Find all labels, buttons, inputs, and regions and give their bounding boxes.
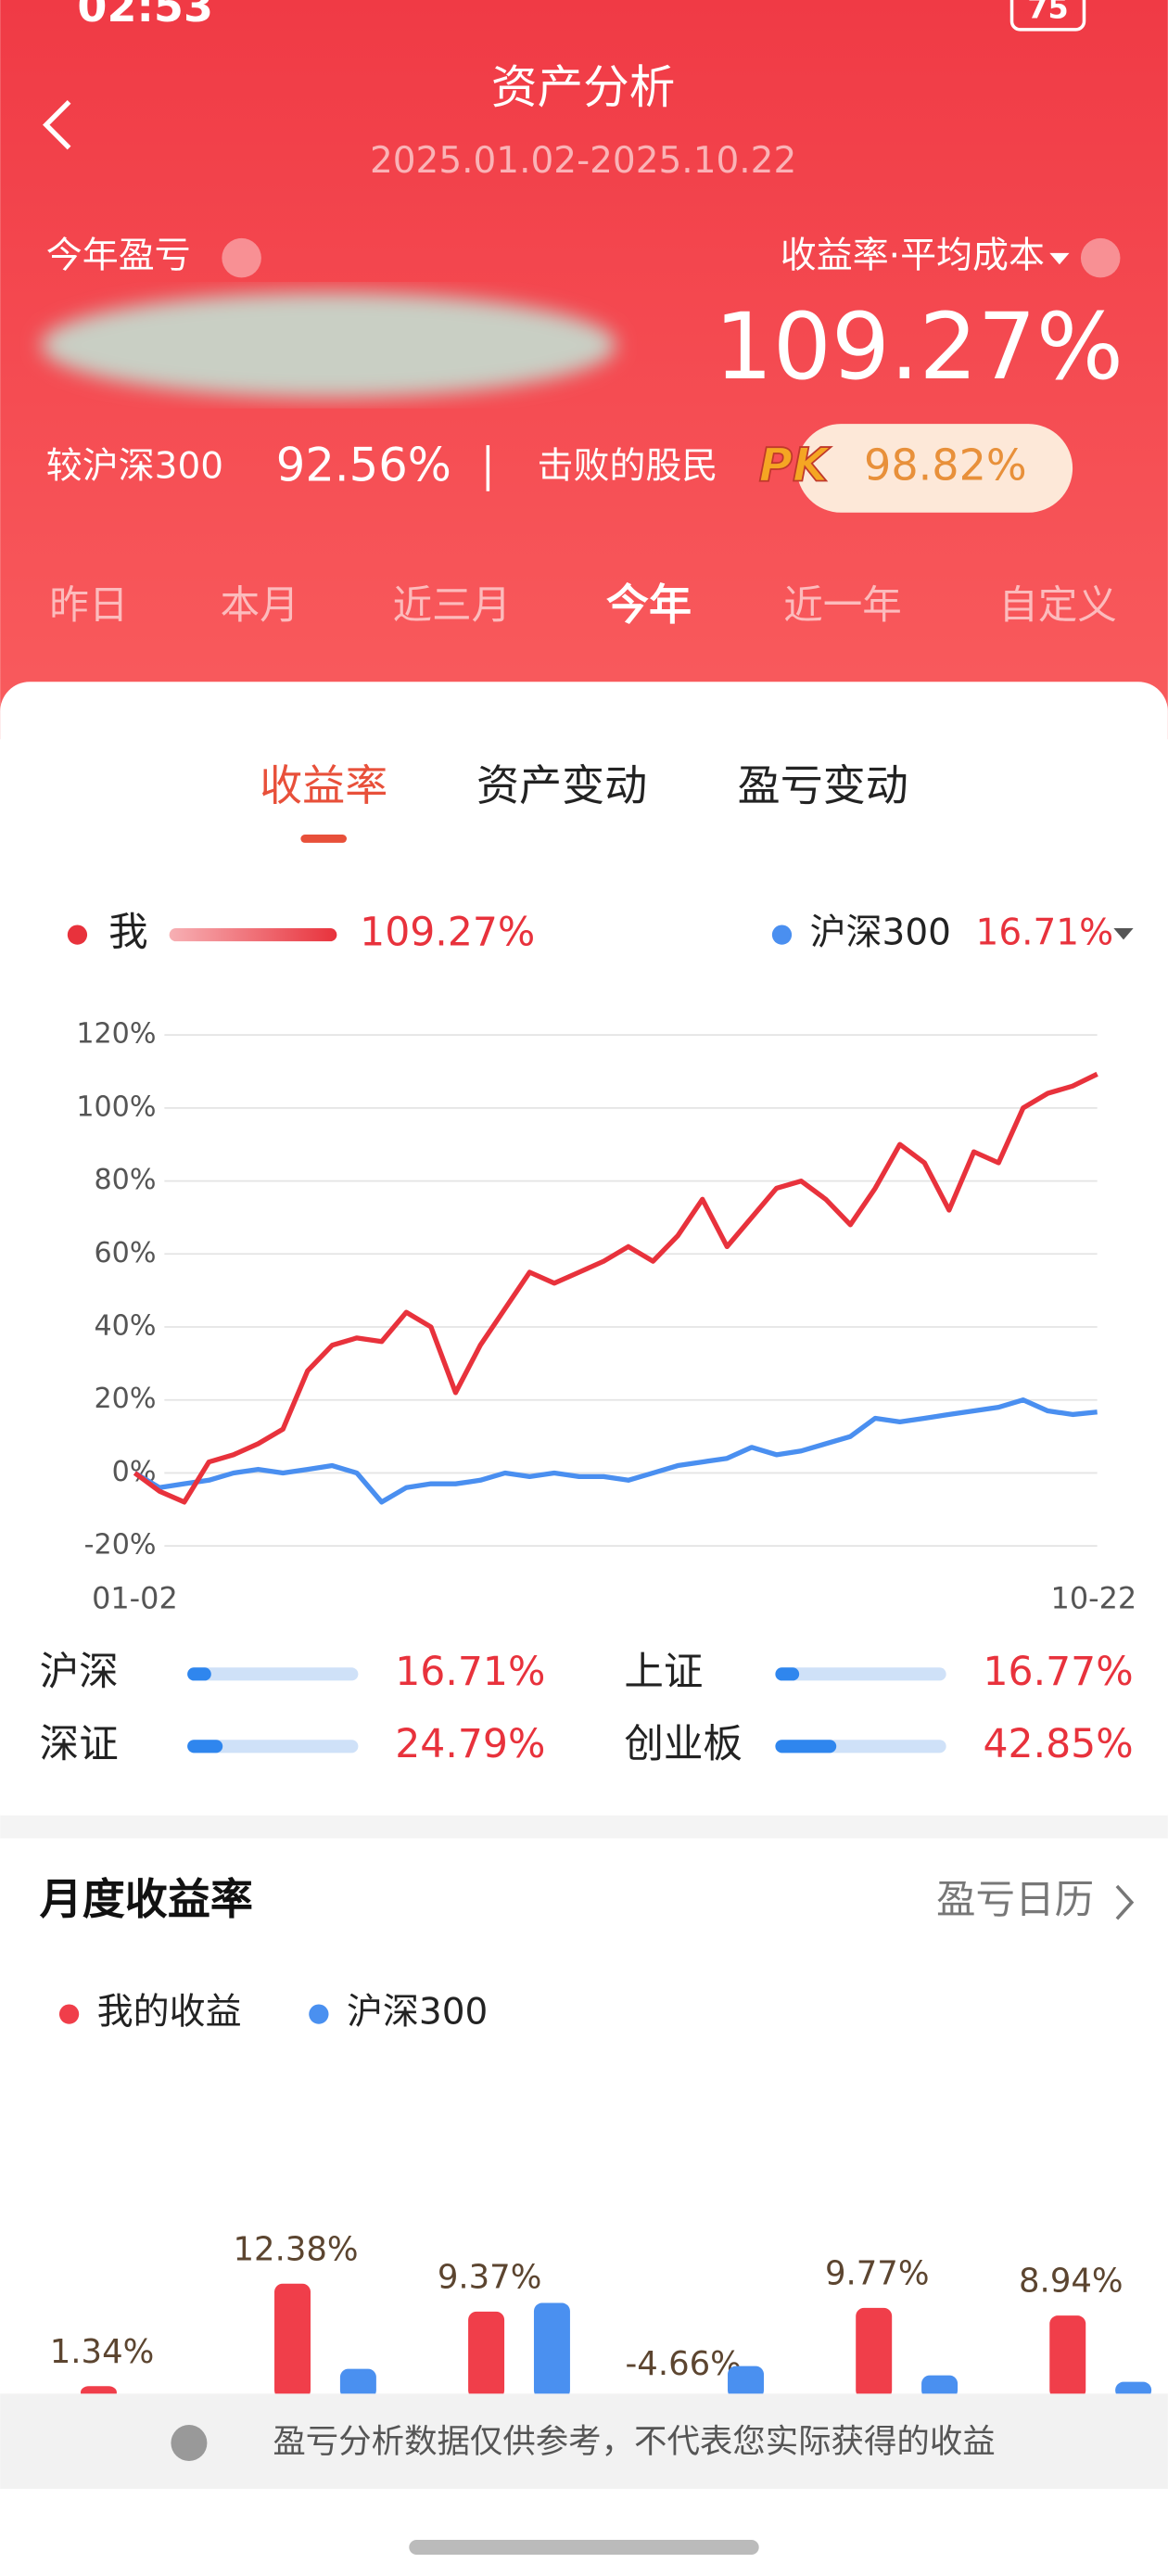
x-tick-label: 10-22 xyxy=(1051,1581,1137,1616)
bar xyxy=(728,2366,764,2399)
y-tick-label: 40% xyxy=(95,1310,157,1343)
index-track xyxy=(775,1667,946,1681)
y-tick-label: 100% xyxy=(76,1090,156,1123)
status-time: 02:53 xyxy=(77,0,213,32)
separator xyxy=(0,1815,1168,1839)
y-tick-label: -20% xyxy=(84,1529,157,1562)
legend-label: 我的收益 xyxy=(97,1992,242,2034)
beat-value: 98.82% xyxy=(864,440,1027,490)
index-track xyxy=(187,1667,359,1681)
index-name: 深证 xyxy=(40,1722,119,1767)
ytd-label: 今年盈亏 xyxy=(46,236,191,277)
home-indicator xyxy=(409,2540,759,2555)
legend-label: 沪深300 xyxy=(810,912,951,954)
index-name: 上证 xyxy=(624,1650,703,1695)
beat-label: 击败的股民 xyxy=(538,445,718,487)
tab-underline xyxy=(300,835,347,843)
index-value: 16.77% xyxy=(984,1650,1134,1695)
line-series xyxy=(133,1071,1098,1505)
bar xyxy=(533,2302,570,2399)
index-value: 24.79% xyxy=(395,1722,545,1767)
index-bar xyxy=(775,1740,837,1753)
bar-value-label: -4.66% xyxy=(626,2345,742,2383)
pk-badge: PK xyxy=(759,438,832,491)
battery: 75 xyxy=(1027,0,1068,26)
y-tick-label: 20% xyxy=(95,1383,157,1415)
masked-amount xyxy=(41,292,616,398)
x-tick-label: 01-02 xyxy=(92,1581,178,1616)
index-track xyxy=(187,1740,359,1753)
chart-tab[interactable]: 盈亏变动 xyxy=(738,760,908,810)
bar-value-label: 8.94% xyxy=(1019,2263,1124,2301)
info-icon xyxy=(171,2425,208,2461)
bar-value-label: 12.38% xyxy=(234,2230,359,2268)
return-value: 109.27% xyxy=(715,294,1124,401)
period-tab[interactable]: 昨日 xyxy=(49,583,128,629)
card xyxy=(0,682,1168,1832)
bar xyxy=(921,2375,959,2399)
period-tab[interactable]: 本月 xyxy=(221,583,299,629)
index-name: 沪深 xyxy=(40,1650,119,1695)
page-title: 资产分析 xyxy=(491,60,675,114)
index-name: 创业板 xyxy=(624,1722,743,1767)
bar xyxy=(339,2368,376,2399)
legend-dot xyxy=(58,2004,80,2024)
vs-label: 较沪深300 xyxy=(46,445,223,487)
index-value: 16.71% xyxy=(395,1650,545,1695)
dropdown xyxy=(1049,252,1070,265)
index-value: 42.85% xyxy=(984,1722,1134,1767)
legend-label: 沪深300 xyxy=(347,1992,488,2034)
legend-dot xyxy=(771,925,793,945)
chart-tab[interactable]: 收益率 xyxy=(260,760,387,810)
chevron xyxy=(1115,1884,1135,1920)
index-bar xyxy=(187,1740,223,1753)
y-tick-label: 120% xyxy=(76,1018,156,1051)
legend-dot xyxy=(67,925,88,945)
period-tab[interactable]: 近一年 xyxy=(783,583,902,629)
calendar-link[interactable]: 盈亏日历 xyxy=(936,1878,1094,1923)
battery-icon xyxy=(1009,0,1086,32)
bar-value-label: 9.77% xyxy=(825,2254,930,2292)
date-range: 2025.01.02-2025.10.22 xyxy=(370,140,796,182)
chart-tab[interactable]: 资产变动 xyxy=(476,760,647,810)
line-series xyxy=(133,1396,1098,1505)
divider xyxy=(486,445,490,491)
return-label[interactable]: 收益率·平均成本 xyxy=(781,236,1045,277)
section-title: 月度收益率 xyxy=(40,1874,253,1924)
back-button[interactable] xyxy=(43,99,71,150)
period-tab[interactable]: 自定义 xyxy=(998,583,1117,629)
footer-note: 盈亏分析数据仅供参考，不代表您实际获得的收益 xyxy=(273,2422,995,2460)
bar xyxy=(1049,2315,1086,2399)
period-tab[interactable]: 今年 xyxy=(606,580,692,630)
y-tick-label: 60% xyxy=(95,1237,157,1269)
bar-value-label: 9.37% xyxy=(438,2258,542,2296)
legend-swatch xyxy=(169,928,337,942)
help-icon[interactable] xyxy=(222,237,261,278)
bar xyxy=(274,2283,311,2399)
bar-value-label: 1.34% xyxy=(50,2333,155,2371)
dropdown[interactable] xyxy=(1113,928,1134,940)
beat-pill xyxy=(796,424,1073,513)
bar xyxy=(856,2307,893,2399)
index-bar xyxy=(187,1667,211,1681)
legend-value: 16.71% xyxy=(976,912,1114,954)
legend-label: 我 xyxy=(108,911,148,956)
vs-value: 92.56% xyxy=(276,438,451,491)
legend-value: 109.27% xyxy=(360,911,535,956)
bar xyxy=(468,2311,505,2399)
info-icon[interactable] xyxy=(1080,237,1121,278)
index-bar xyxy=(775,1667,800,1681)
y-tick-label: 80% xyxy=(95,1164,157,1196)
period-tab[interactable]: 近三月 xyxy=(393,583,512,629)
legend-dot xyxy=(309,2004,329,2024)
